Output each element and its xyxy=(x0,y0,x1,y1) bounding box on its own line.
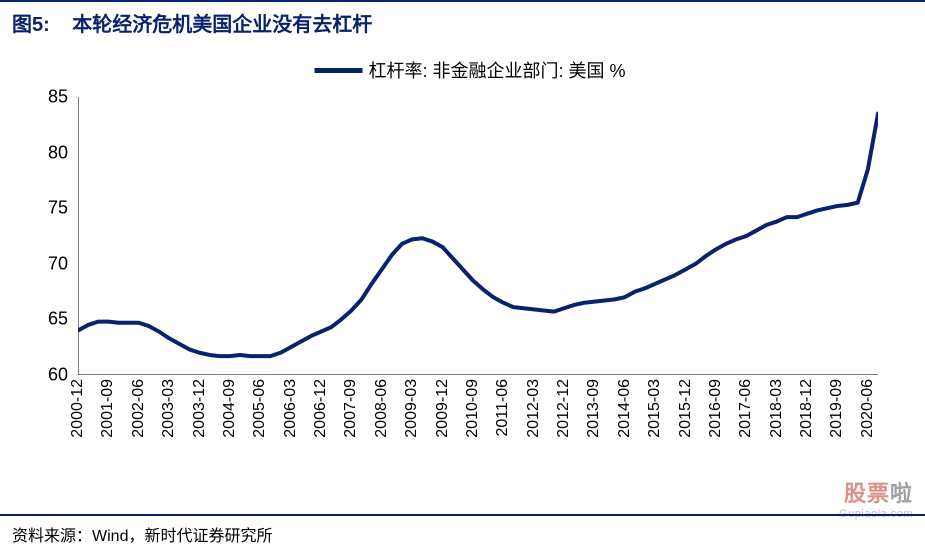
x-tick-label: 2020-06 xyxy=(859,379,877,438)
x-tick-label: 2000-12 xyxy=(69,379,87,438)
y-axis-labels: 606570758085 xyxy=(30,97,74,375)
figure-title-bar: 图5: 本轮经济危机美国企业没有去杠杆 xyxy=(0,0,925,41)
legend: 杠杆率: 非金融企业部门: 美国 % xyxy=(314,57,625,83)
x-tick-label: 2011-06 xyxy=(494,379,512,437)
line-chart xyxy=(78,97,878,375)
x-tick-label: 2010-09 xyxy=(464,379,482,438)
x-tick-label: 2017-06 xyxy=(737,379,755,438)
x-tick-label: 2012-03 xyxy=(525,379,543,438)
chart-area: 杠杆率: 非金融企业部门: 美国 % 60 65 70 75 80 85 2000-12 2… xyxy=(30,51,910,471)
x-tick-label: 2006-12 xyxy=(312,379,330,438)
x-tick-label: 2014-06 xyxy=(616,379,634,438)
x-tick-label: 2001-09 xyxy=(99,379,117,438)
legend-label: 杠杆率: 非金融企业部门: 美国 % xyxy=(368,57,625,83)
x-tick-label: 2005-06 xyxy=(251,379,269,438)
x-tick-label: 2003-03 xyxy=(160,379,178,438)
source-text: Wind，新时代证券研究所 xyxy=(92,528,272,545)
figure-number: 图5: xyxy=(12,14,50,36)
legend-swatch xyxy=(314,68,362,73)
y-tick-label: 65 xyxy=(48,309,68,330)
x-tick-label: 2015-12 xyxy=(677,379,695,438)
x-tick-label: 2007-09 xyxy=(342,379,360,438)
source-citation: 资料来源：Wind，新时代证券研究所 xyxy=(12,522,272,546)
x-tick-label: 2002-06 xyxy=(130,379,148,438)
x-tick-label: 2013-09 xyxy=(585,379,603,438)
x-tick-label: 2019-09 xyxy=(828,379,846,438)
x-tick-label: 2003-12 xyxy=(191,379,209,438)
data-series-line xyxy=(78,114,878,356)
x-tick-label: 2016-09 xyxy=(707,379,725,438)
x-tick-label: 2012-12 xyxy=(555,379,573,438)
figure-title: 本轮经济危机美国企业没有去杠杆 xyxy=(72,14,372,36)
watermark-text-b: 啦 xyxy=(890,481,913,506)
x-tick-label: 2006-03 xyxy=(282,379,300,438)
x-tick-label: 2018-12 xyxy=(798,379,816,438)
watermark-text-a: 股票 xyxy=(844,481,890,506)
y-tick-label: 70 xyxy=(48,253,68,274)
source-label: 资料来源： xyxy=(12,528,92,545)
y-tick-label: 60 xyxy=(48,365,68,386)
watermark-logo: 股票啦 xyxy=(839,476,913,508)
x-tick-label: 2009-03 xyxy=(403,379,421,438)
y-tick-label: 80 xyxy=(48,142,68,163)
y-tick-label: 85 xyxy=(48,87,68,108)
y-tick-label: 75 xyxy=(48,198,68,219)
x-tick-label: 2015-03 xyxy=(646,379,664,438)
footer-bar: 资料来源：Wind，新时代证券研究所 xyxy=(0,514,925,556)
x-tick-label: 2009-12 xyxy=(434,379,452,438)
x-tick-label: 2018-03 xyxy=(768,379,786,438)
x-axis-labels: 2000-122001-092002-062003-032003-122004-… xyxy=(78,379,878,469)
x-tick-label: 2008-06 xyxy=(373,379,391,438)
x-tick-label: 2004-09 xyxy=(221,379,239,438)
